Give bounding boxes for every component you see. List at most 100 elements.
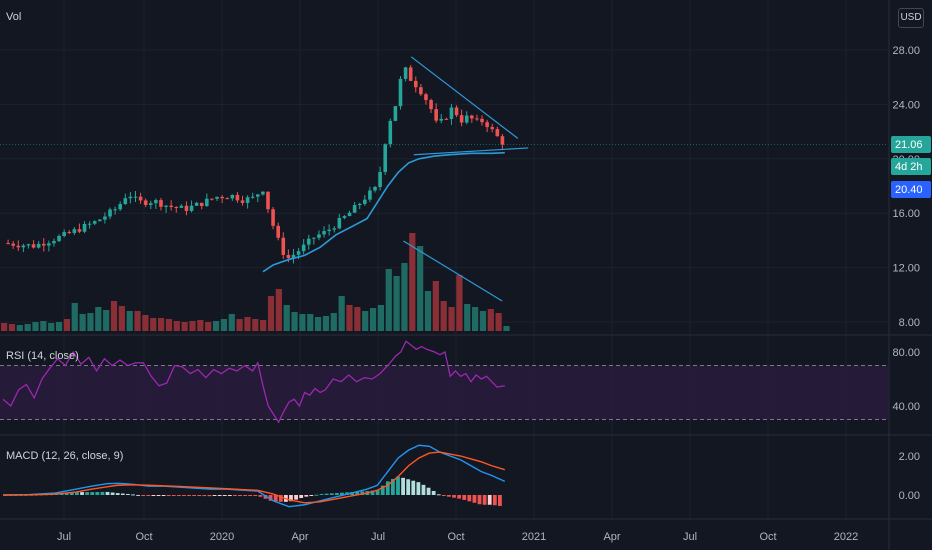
macd-pane[interactable] (2, 444, 506, 508)
candle-body (459, 115, 464, 123)
macd-histogram-bar (233, 495, 237, 496)
candle-body (154, 200, 158, 204)
candle-body (434, 109, 438, 121)
macd-histogram-bar (238, 495, 242, 496)
volume-bar (87, 313, 94, 331)
candle-body (296, 251, 301, 255)
volume-bar (95, 307, 102, 331)
candle-body (306, 238, 311, 245)
rsi-tick-label: 40.00 (892, 401, 920, 413)
macd-histogram-bar (120, 493, 125, 495)
volume-bar (346, 305, 353, 331)
candle-body (286, 254, 291, 259)
volume-bar (103, 310, 110, 331)
macd-histogram-bar (156, 495, 161, 496)
volume-bar (409, 233, 416, 331)
macd-histogram-bar (131, 494, 135, 496)
macd-histogram-bar (278, 495, 283, 502)
candle-body (490, 127, 495, 130)
macd-histogram-bar (151, 495, 156, 496)
macd-histogram-bar (329, 493, 334, 495)
volume-bar (165, 319, 173, 331)
macd-histogram-bar (253, 495, 258, 496)
candle-body (480, 118, 484, 123)
price-tag-label: 21.06 (895, 139, 923, 151)
macd-histogram-bar (411, 480, 416, 495)
candle-body (276, 225, 280, 238)
currency-button[interactable]: USD (898, 8, 924, 28)
price-pane[interactable] (0, 56, 888, 331)
volume-bar (299, 314, 306, 331)
macd-histogram-bar (304, 495, 309, 497)
candle-body (87, 223, 92, 225)
volume-bar (260, 320, 267, 331)
volume-bar (40, 321, 47, 331)
candle-body (21, 245, 26, 248)
candle-body (388, 120, 393, 145)
candle-body (500, 136, 505, 145)
candle-body (470, 115, 474, 119)
volume-bar (393, 276, 400, 331)
volume-bar (197, 320, 204, 331)
macd-histogram-bar (146, 495, 151, 496)
macd-histogram-bar (360, 491, 365, 495)
volume-bar (181, 322, 188, 331)
time-tick-label: Jul (57, 531, 71, 543)
volume-bar (362, 311, 369, 331)
volume-bar (283, 305, 290, 331)
rsi-pane[interactable] (0, 340, 888, 424)
volume-bar (236, 319, 243, 331)
volume-bar (275, 289, 282, 331)
candle-body (41, 243, 46, 246)
volume-bar (158, 318, 165, 331)
macd-histogram-bar (426, 487, 431, 495)
candle-body (373, 186, 377, 191)
candle-body (148, 203, 153, 205)
price-tag-label: 20.40 (895, 184, 923, 196)
volume-bar (401, 263, 408, 331)
candle-body (352, 205, 357, 213)
time-tick-label: Apr (291, 531, 308, 543)
candle-body (347, 212, 352, 217)
macd-histogram-bar (334, 492, 339, 495)
candle-body (266, 191, 270, 210)
macd-histogram-bar (477, 495, 482, 505)
volume-bar (71, 303, 78, 331)
volume-bar (338, 296, 345, 331)
macd-histogram-bar (161, 495, 166, 496)
price-tag-label: 4d 2h (895, 161, 923, 173)
macd-histogram-bar (197, 495, 202, 497)
volume-bar (150, 318, 157, 331)
volume-bar (503, 326, 510, 331)
candle-body (245, 197, 250, 203)
candle-body (495, 129, 500, 137)
candle-body (240, 200, 245, 203)
macd-histogram-bar (64, 492, 69, 495)
volume-bar (48, 323, 55, 331)
macd-histogram-bar (482, 495, 487, 505)
time-axis[interactable]: Jul Oct 2020 Apr Jul Oct 2021 Apr Jul Oct 2022 (57, 531, 858, 543)
volume-bar (472, 307, 479, 331)
candle-body (113, 209, 117, 211)
macd-histogram-bar (421, 484, 426, 495)
price-tick-label: 12.00 (892, 263, 920, 275)
volume-bar (377, 305, 384, 331)
macd-histogram-bar (105, 491, 110, 495)
price-tick-label: 16.00 (892, 208, 920, 220)
volume-bar (134, 311, 141, 331)
volume-bar (79, 314, 86, 331)
volume-bar (385, 269, 392, 331)
price-tick-label: 28.00 (892, 45, 920, 57)
time-tick-label: Jul (683, 531, 697, 543)
candle-body (444, 118, 449, 120)
candle-body (123, 198, 128, 205)
time-tick-label: Oct (759, 531, 776, 543)
candle-body (133, 196, 138, 198)
macd-histogram-bar (222, 495, 227, 496)
candle-body (72, 229, 77, 233)
candle-body (250, 196, 255, 198)
candle-body (174, 207, 179, 209)
